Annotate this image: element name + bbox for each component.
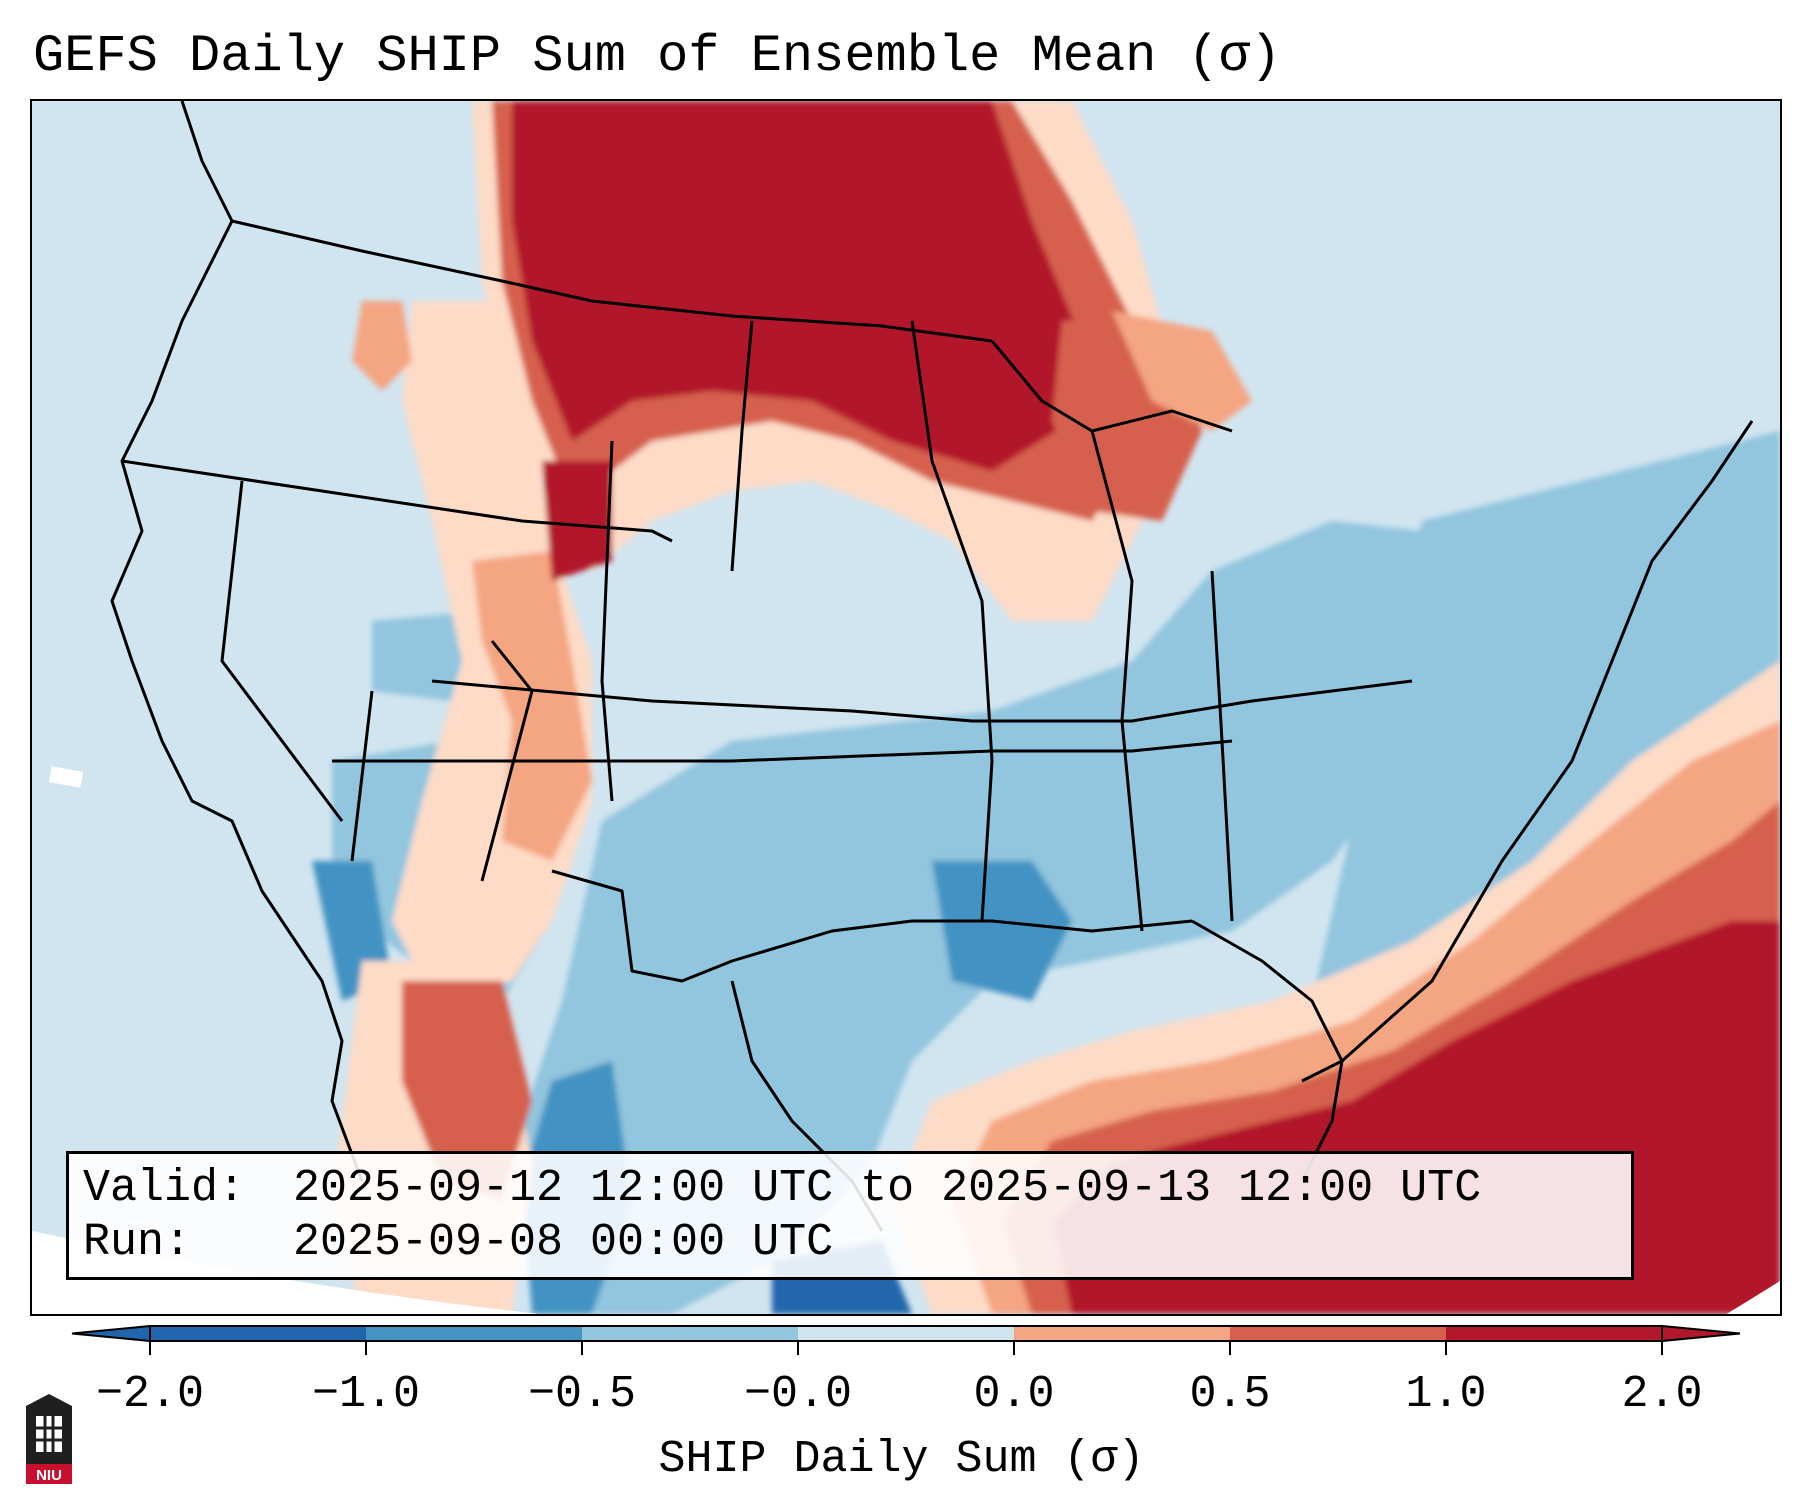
colorbar-tick-label: −2.0	[95, 1369, 205, 1420]
valid-value: 2025-09-12 12:00 UTC to 2025-09-13 12:00…	[293, 1163, 1482, 1214]
rockies-mid-band	[472, 551, 592, 861]
run-value: 2025-09-08 00:00 UTC	[293, 1217, 834, 1268]
colorbar-segment	[1230, 1326, 1446, 1341]
colorbar: −2.0 −1.0 −0.5 −0.0 0.0 0.5 1.0 2.0 SHIP Daily …	[0, 1316, 1803, 1506]
mn-ia-border	[910, 320, 994, 922]
domain-edge-southwest	[32, 1231, 539, 1314]
chart-title: GEFS Daily SHIP Sum of Ensemble Mean (σ)	[33, 27, 1282, 86]
colorbar-segment	[1446, 1326, 1662, 1341]
us-canada-border-west	[231, 219, 993, 343]
colorbar-tick-label: 0.5	[1189, 1369, 1271, 1420]
niu-logo-text: NIU	[36, 1467, 62, 1484]
colorbar-tick-label: 2.0	[1621, 1369, 1703, 1420]
florida-peninsula	[1191, 919, 1344, 1182]
domain-edge-southeast	[1726, 1281, 1780, 1314]
il-border	[1090, 430, 1144, 932]
map-svg	[32, 101, 1780, 1314]
valid-key: Valid:	[83, 1163, 246, 1214]
colorbar-tick-label: 0.0	[973, 1369, 1055, 1420]
west-coastline	[110, 101, 364, 1182]
colorbar-over-arrow	[1661, 1324, 1741, 1343]
in-oh-border	[1210, 570, 1234, 922]
colorbar-segment	[150, 1326, 366, 1341]
mid-latitude-line	[431, 679, 1413, 723]
niu-logo: NIU	[26, 1394, 72, 1484]
colorbar-label: SHIP Daily Sum (σ)	[658, 1434, 1145, 1485]
colorbar-segment	[582, 1326, 798, 1341]
nd-sd-border	[730, 320, 754, 572]
colorbar-tick-label: 1.0	[1405, 1369, 1487, 1420]
colorbar-svg	[71, 1324, 1741, 1355]
superior-salmon	[1112, 311, 1252, 431]
east-coastline	[1301, 420, 1754, 1083]
nm-border	[480, 640, 534, 882]
co-border	[600, 440, 614, 802]
map-panel	[30, 99, 1782, 1316]
colorbar-segment	[798, 1326, 1014, 1341]
colorbar-tick-label: −0.0	[743, 1369, 853, 1420]
northern-tier	[121, 459, 673, 543]
louisiana-dark-patch	[932, 861, 1072, 1001]
valid-line: Valid: 2025-09-12 12:00 UTC to 2025-09-13…	[83, 1162, 1617, 1216]
colorbar-tick-label: −0.5	[527, 1369, 637, 1420]
run-line: Run: 2025-09-08 00:00 UTC	[83, 1216, 1617, 1270]
boundaries	[110, 101, 1754, 1232]
texas-gulf-border	[551, 869, 1193, 983]
az-border	[350, 690, 374, 862]
run-key: Run:	[83, 1217, 192, 1268]
colorbar-tick-label: −1.0	[311, 1369, 421, 1420]
northern-plains-max	[512, 101, 1082, 471]
colorbar-segment	[1014, 1326, 1230, 1341]
missing-data-cell	[48, 766, 84, 788]
valid-run-box: Valid: 2025-09-12 12:00 UTC to 2025-09-13…	[66, 1151, 1634, 1280]
colorbar-segment	[366, 1326, 582, 1341]
idaho-patch	[352, 301, 412, 391]
colorbar-under-arrow	[71, 1324, 151, 1343]
west-mexico-red	[402, 981, 532, 1201]
wyoming-dark-patch	[542, 461, 612, 581]
nevada-border	[220, 480, 344, 822]
